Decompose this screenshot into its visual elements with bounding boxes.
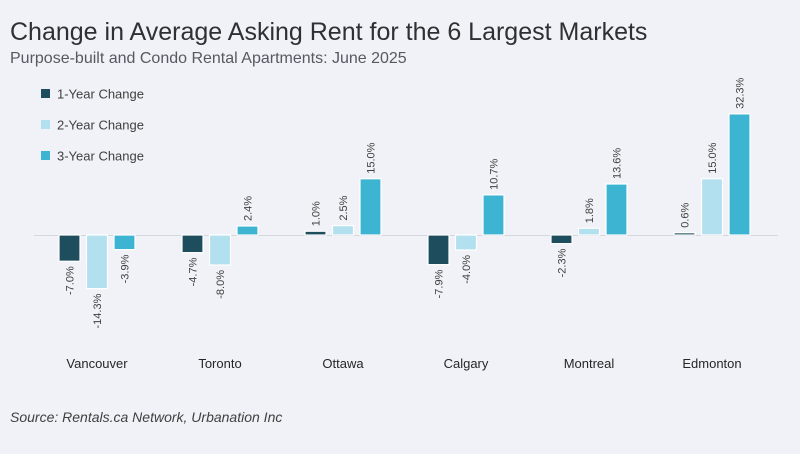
category-label-toronto: Toronto [198, 356, 241, 371]
bar-calgary-1 [427, 234, 450, 266]
data-label-calgary-2: -4.0% [461, 255, 473, 284]
chart-subtitle: Purpose-built and Condo Rental Apartment… [10, 50, 407, 67]
bar-calgary-2 [454, 234, 478, 251]
bar-toronto-2 [208, 234, 232, 266]
data-label-edmonton-2: 15.0% [707, 142, 719, 173]
data-label-calgary-3: 10.7% [489, 158, 501, 189]
data-label-toronto-1: -4.7% [188, 257, 200, 286]
category-label-calgary: Calgary [444, 356, 489, 371]
bar-montreal-2 [577, 227, 601, 236]
bar-montreal-3 [605, 183, 628, 236]
legend-swatch-1 [41, 89, 50, 98]
category-label-vancouver: Vancouver [66, 356, 128, 371]
data-label-montreal-1: -2.3% [557, 248, 569, 277]
legend-label-3: 3-Year Change [57, 149, 144, 164]
legend-swatch-3 [41, 151, 50, 160]
bar-vancouver-2 [85, 234, 109, 290]
data-label-montreal-2: 1.8% [584, 198, 596, 223]
legend-label-1: 1-Year Change [57, 87, 144, 102]
legend-label-2: 2-Year Change [57, 118, 144, 133]
data-label-calgary-1: -7.9% [434, 269, 446, 298]
bar-edmonton-1 [673, 232, 696, 236]
data-label-toronto-2: -8.0% [215, 270, 227, 299]
bar-ottawa-3 [359, 178, 382, 236]
source-note: Source: Rentals.ca Network, Urbanation I… [10, 409, 283, 425]
bar-montreal-1 [550, 234, 573, 245]
data-label-vancouver-1: -7.0% [65, 266, 77, 295]
bar-vancouver-3 [113, 234, 136, 251]
chart-title: Change in Average Asking Rent for the 6 … [10, 18, 648, 46]
data-label-ottawa-2: 2.5% [338, 195, 350, 220]
bar-vancouver-1 [58, 234, 81, 262]
data-label-edmonton-3: 32.3% [735, 77, 747, 108]
category-label-edmonton: Edmonton [682, 356, 741, 371]
bar-ottawa-1 [304, 230, 327, 236]
data-label-vancouver-3: -3.9% [120, 254, 132, 283]
legend-swatch-2 [41, 120, 50, 129]
data-label-vancouver-2: -14.3% [92, 293, 104, 328]
bar-ottawa-2 [331, 225, 355, 236]
bar-toronto-3 [236, 225, 259, 236]
bar-toronto-1 [181, 234, 204, 254]
data-label-ottawa-1: 1.0% [311, 201, 323, 226]
bar-calgary-3 [482, 194, 505, 236]
data-label-toronto-3: 2.4% [243, 196, 255, 221]
bar-edmonton-2 [700, 178, 724, 236]
data-label-montreal-3: 13.6% [612, 148, 624, 179]
bar-edmonton-3 [728, 113, 751, 236]
data-label-ottawa-3: 15.0% [366, 142, 378, 173]
category-label-ottawa: Ottawa [322, 356, 364, 371]
category-label-montreal: Montreal [564, 356, 615, 371]
data-label-edmonton-1: 0.6% [680, 202, 692, 227]
